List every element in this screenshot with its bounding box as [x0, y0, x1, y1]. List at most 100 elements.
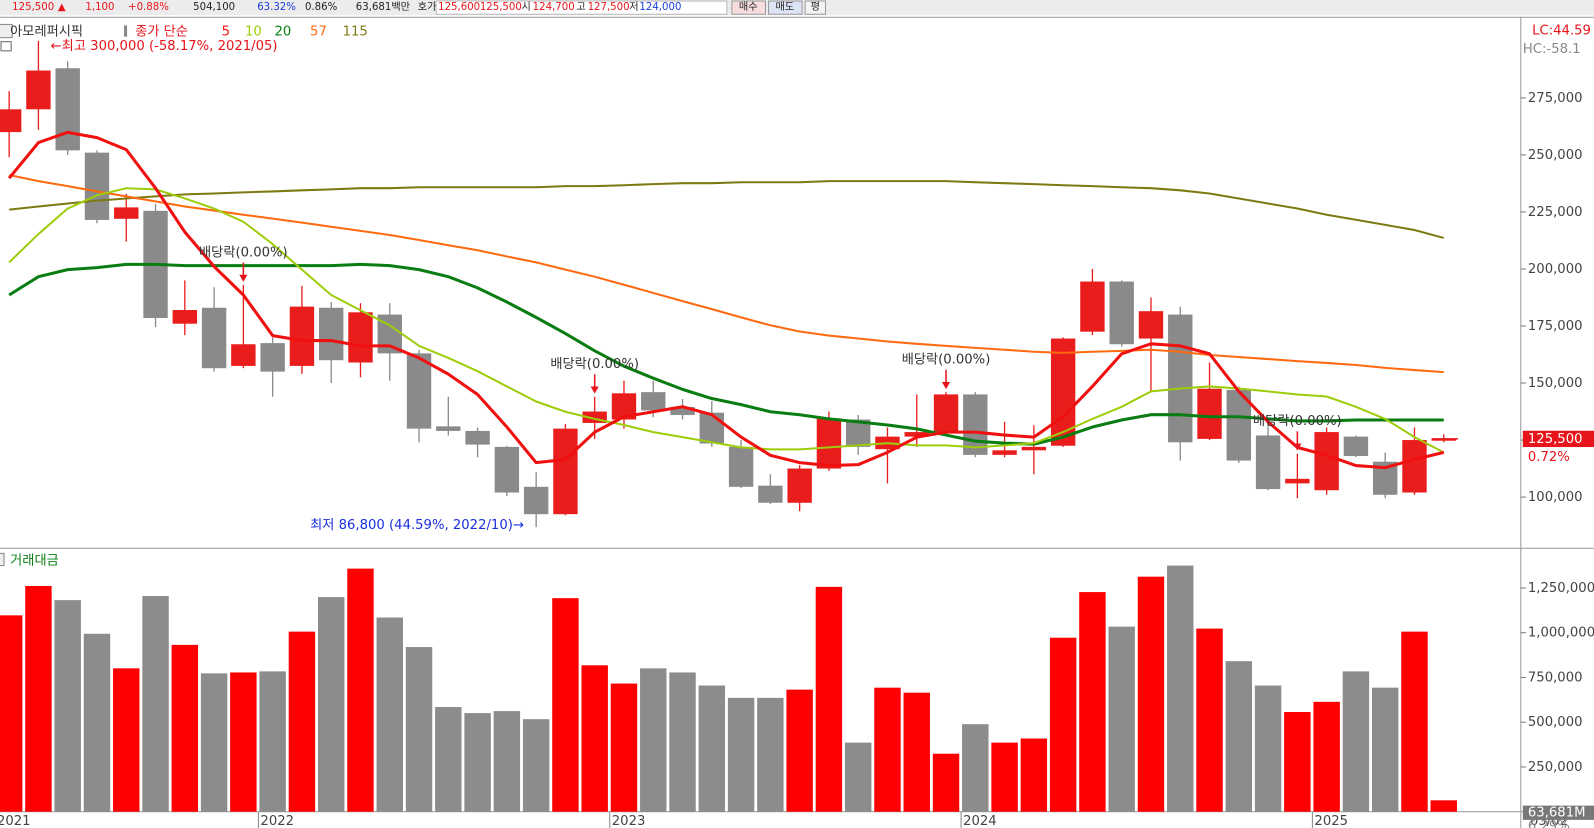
- volume-bar: [610, 683, 638, 812]
- y-tick-label: 750,000: [1528, 670, 1583, 685]
- candle-body: [1109, 281, 1134, 345]
- volume-bar: [1137, 576, 1165, 812]
- legend-entry: 5: [222, 25, 230, 40]
- y-tick-label: 1,250,000: [1528, 581, 1594, 596]
- dividend-arrow-head: [941, 381, 951, 390]
- dividend-label: 배당락(0.00%): [550, 356, 639, 372]
- price: 125,500: [12, 2, 54, 13]
- volume-bar: [347, 568, 374, 812]
- volume-bar: [698, 685, 726, 812]
- volume-marker-label: 63,681M: [1528, 806, 1586, 821]
- volume-bar: [815, 586, 843, 812]
- volume-bar: [142, 596, 169, 812]
- candle-body: [1402, 440, 1427, 493]
- volume-bar: [1342, 671, 1370, 812]
- y-tick-label: 175,000: [1528, 319, 1583, 334]
- volume-bar: [1254, 685, 1282, 812]
- bid: 125,500: [480, 2, 522, 13]
- candle-body: [641, 392, 666, 411]
- candle-body: [465, 430, 490, 445]
- legend-icon: [0, 552, 5, 567]
- candle-body: [992, 450, 1017, 455]
- volume-bar: [1167, 565, 1194, 812]
- turnover: 63.32%: [257, 2, 296, 13]
- ma-label: 종가 단순: [135, 24, 188, 40]
- y-tick-label: 1,000,000: [1528, 626, 1594, 641]
- candle-body: [816, 418, 842, 469]
- legend-entry: 115: [343, 25, 368, 40]
- lc-label: LC:44.59: [1532, 24, 1591, 39]
- candle-body: [114, 207, 139, 219]
- volume-bar: [1079, 592, 1106, 812]
- volume-bar: [288, 631, 316, 812]
- legend-entry: 10: [245, 25, 262, 40]
- volume-bar: [991, 742, 1018, 812]
- change-pct: +0.88%: [128, 2, 169, 13]
- volume-bar: [230, 672, 257, 812]
- buy-label[interactable]: 매수: [739, 1, 758, 13]
- candle-body: [172, 310, 198, 324]
- dividend-arrow-head: [239, 274, 248, 282]
- moving-average: [8, 173, 1444, 374]
- quote-box: [435, 0, 728, 15]
- volume-bar: [83, 633, 111, 812]
- volume-bar: [171, 644, 199, 812]
- candle-body: [933, 394, 959, 433]
- volume-bar: [1020, 738, 1048, 812]
- candle-body: [1431, 438, 1456, 441]
- candle-body: [1197, 388, 1222, 439]
- avg-button[interactable]: [804, 0, 826, 15]
- candle-body: [904, 432, 929, 437]
- candle-body: [1021, 446, 1047, 451]
- avg-label[interactable]: 평: [811, 1, 820, 13]
- y-tick-label: 150,000: [1528, 376, 1583, 391]
- volume-bar: [932, 753, 960, 812]
- candle-body: [319, 307, 344, 361]
- buy-button[interactable]: [731, 0, 766, 15]
- sell-button[interactable]: [768, 0, 803, 15]
- volume-bar: [464, 713, 491, 812]
- x-tick-label: 2024: [963, 814, 997, 828]
- volume-bar: [844, 742, 872, 812]
- volume-bar: [493, 711, 521, 812]
- volume-bar: [54, 600, 81, 812]
- candle-body: [231, 344, 256, 366]
- volume-bar: [962, 724, 989, 812]
- dividend-label: 배당락(0.00%): [902, 352, 991, 368]
- volume-bar: [522, 719, 550, 812]
- low-annotation: 최저 86,800 (44.59%, 2022/10)→: [310, 517, 524, 533]
- legend-entry: 57: [310, 25, 327, 40]
- candle-body: [494, 446, 520, 493]
- sell-label[interactable]: 매도: [775, 1, 794, 13]
- candle-body: [758, 485, 783, 503]
- volume-change: 6.29%: [1528, 819, 1570, 828]
- candle-body: [348, 312, 373, 363]
- volume-bar: [376, 617, 403, 812]
- volume: 504,100: [193, 2, 235, 13]
- volume-bar: [874, 687, 901, 812]
- candle-body: [787, 468, 812, 503]
- volume-bar: [1401, 631, 1428, 812]
- price-marker-label: 125,500: [1528, 432, 1583, 447]
- price-marker: [1522, 430, 1594, 448]
- plot-area: ←최고 300,000 (-58.17%, 2021/05) 최저 86,800 …: [0, 38, 1458, 812]
- candle-body: [699, 412, 725, 444]
- volume-bar: [581, 665, 608, 812]
- candle-body: [728, 446, 754, 487]
- candle-body: [55, 68, 80, 151]
- dividend-label: 배당락(0.00%): [199, 244, 288, 260]
- candle-body: [406, 353, 432, 429]
- volume-bar: [1108, 626, 1135, 812]
- y-tick-label: 500,000: [1528, 715, 1583, 730]
- candle-body: [260, 343, 285, 372]
- open: 124,700: [533, 2, 575, 13]
- volume-bar: [552, 598, 579, 812]
- volume-bar: [669, 672, 696, 812]
- moving-average: [7, 130, 1445, 470]
- candle-body: [1050, 338, 1076, 446]
- ask: 125,600: [438, 2, 480, 13]
- candle-body: [1314, 432, 1339, 491]
- ask-label: 호가: [418, 1, 437, 13]
- candle-body: [26, 70, 51, 110]
